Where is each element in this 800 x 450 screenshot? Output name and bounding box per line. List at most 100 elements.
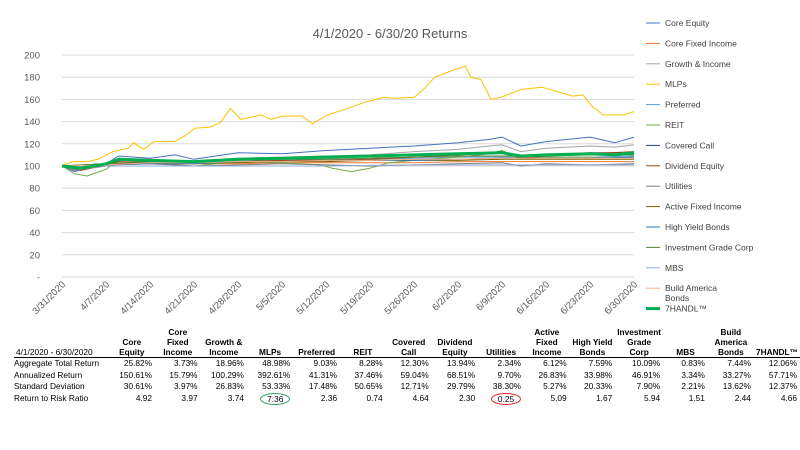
table-cell: 25.82% xyxy=(123,358,152,368)
highlight-circle: 0.25 xyxy=(490,392,522,405)
legend-label: Investment Grade Corp xyxy=(665,242,754,252)
column-header: Preferred xyxy=(293,326,341,358)
x-tick-label: 6/30/2020 xyxy=(602,279,640,317)
legend-label: High Yield Bonds xyxy=(665,222,730,232)
table-cell: 2.36 xyxy=(320,393,338,403)
y-tick-label: 180 xyxy=(24,73,40,84)
table-cell: 0.74 xyxy=(366,393,383,403)
legend-label: Covered Call xyxy=(665,140,714,150)
row-label: Return to Risk Ratio xyxy=(14,393,89,403)
returns-stats-table: 4/1/2020 - 6/30/2020 Core Equity Core Fix… xyxy=(14,326,800,405)
table-cell: 3.34% xyxy=(681,369,705,380)
x-tick-label: 6/16/2020 xyxy=(514,279,552,317)
legend-label: Core Equity xyxy=(665,18,710,28)
table-cell: 26.83% xyxy=(538,369,567,380)
legend-label: REIT xyxy=(665,120,684,130)
table-cell: 6.12% xyxy=(543,358,567,368)
table-cell: 29.79% xyxy=(447,381,476,391)
y-tick-label: 100 xyxy=(24,162,40,173)
column-header: Core Fixed Income xyxy=(155,326,201,358)
y-tick-label: - xyxy=(37,273,40,284)
table-cell: 7.44% xyxy=(727,358,751,368)
legend-label: Core Fixed Income xyxy=(665,38,737,48)
series-line-12 xyxy=(62,164,634,167)
series-line-0 xyxy=(61,136,635,173)
table-cell: 12.71% xyxy=(400,381,429,391)
table-cell: 4.64 xyxy=(412,393,429,403)
x-tick-label: 6/2/2020 xyxy=(430,279,464,313)
legend-label: Active Fixed Income xyxy=(665,202,742,212)
y-tick-label: 20 xyxy=(29,250,40,261)
table-cell: 33.98% xyxy=(584,369,613,380)
table-cell: 392.61% xyxy=(257,369,291,380)
legend-label: Dividend Equity xyxy=(665,161,725,171)
table-cell: 2.44 xyxy=(734,393,751,403)
column-header: MLPs xyxy=(246,326,294,358)
table-cell: 18.96% xyxy=(215,358,244,368)
table-cell: 46.91% xyxy=(632,369,661,380)
table-cell: 10.09% xyxy=(632,358,661,368)
table-cell: 9.03% xyxy=(313,358,338,368)
chart-title: 4/1/2020 - 6/30/20 Returns xyxy=(313,26,468,41)
table-row: Standard Deviation 30.61% 3.97% 26.83% 53.33… xyxy=(14,381,800,393)
table-cell: 1.51 xyxy=(688,393,705,403)
returns-chart: 4/1/2020 - 6/30/20 Returns - 20 40 60 80 100 1… xyxy=(24,18,754,317)
row-label: Standard Deviation xyxy=(14,381,85,391)
y-tick-label: 200 xyxy=(24,51,40,62)
column-header: Utilities xyxy=(478,326,525,358)
y-axis-ticks: - 20 40 60 80 100 120 140 160 180 200 xyxy=(24,51,40,284)
x-tick-label: 4/28/2020 xyxy=(206,279,244,317)
x-tick-label: 5/5/2020 xyxy=(254,279,288,313)
table-header-row: 4/1/2020 - 6/30/2020 Core Equity Core Fix… xyxy=(14,326,800,358)
y-tick-label: 160 xyxy=(24,95,40,106)
legend-label: 7HANDL™ xyxy=(665,304,707,314)
series-line-3 xyxy=(61,65,635,167)
table-cell: 3.73% xyxy=(174,358,198,368)
column-header: Investment Grade Corp xyxy=(615,326,664,358)
column-header: Covered Call xyxy=(385,326,432,358)
table-cell: 0.83% xyxy=(681,358,705,368)
x-tick-label: 5/19/2020 xyxy=(338,279,376,317)
period-label: 4/1/2020 - 6/30/2020 xyxy=(14,326,109,358)
table-cell: 30.61% xyxy=(123,381,152,391)
table-cell: 26.83% xyxy=(215,381,244,391)
table-cell: 150.61% xyxy=(119,369,152,380)
series-line-13 xyxy=(61,157,634,167)
y-tick-label: 120 xyxy=(24,139,40,150)
x-tick-label: 3/31/2020 xyxy=(30,279,68,317)
chart-series xyxy=(61,65,635,177)
legend-label: Preferred xyxy=(665,100,701,110)
y-tick-label: 80 xyxy=(29,184,40,195)
table-cell: 37.46% xyxy=(354,369,383,380)
x-tick-label: 4/14/2020 xyxy=(118,279,156,317)
table-cell: 7.36 xyxy=(247,392,293,406)
table-cell: 3.74 xyxy=(227,393,244,403)
x-tick-label: 4/21/2020 xyxy=(162,279,200,317)
table-cell: 1.67 xyxy=(596,393,613,403)
table-cell: 9.70% xyxy=(497,369,522,380)
table-cell: 68.51% xyxy=(447,369,476,380)
legend-label: MBS xyxy=(665,263,684,273)
table-row: Aggregate Total Return 25.82% 3.73% 18.96% 4… xyxy=(14,358,800,370)
table-cell: 2.30 xyxy=(458,393,476,403)
y-tick-label: 140 xyxy=(24,117,40,128)
y-tick-label: 60 xyxy=(29,206,40,217)
table-cell: 0.25 xyxy=(478,392,524,406)
table-cell: 7.59% xyxy=(588,358,613,368)
table-cell: 5.27% xyxy=(543,381,567,391)
table-cell: 12.30% xyxy=(400,358,429,368)
table-cell: 12.06% xyxy=(768,358,797,368)
table-cell: 5.09 xyxy=(550,393,567,403)
table-cell: 20.33% xyxy=(584,381,613,391)
table-cell: 4.66 xyxy=(780,393,797,403)
table-cell: 41.31% xyxy=(308,369,338,380)
column-header: Build America Bonds xyxy=(707,326,754,358)
table-cell: 48.98% xyxy=(262,358,291,368)
table-cell: 15.79% xyxy=(169,369,198,380)
table-row: Return to Risk Ratio 4.92 3.97 3.74 7.36 2.36… xyxy=(14,392,800,406)
x-tick-label: 6/23/2020 xyxy=(558,279,596,317)
chart-legend: Core Equity Core Fixed Income Growth & Inc… xyxy=(646,18,754,314)
table-cell: 7.90% xyxy=(636,381,661,391)
legend-label: Utilities xyxy=(665,181,692,191)
highlight-circle: 7.36 xyxy=(260,392,291,405)
